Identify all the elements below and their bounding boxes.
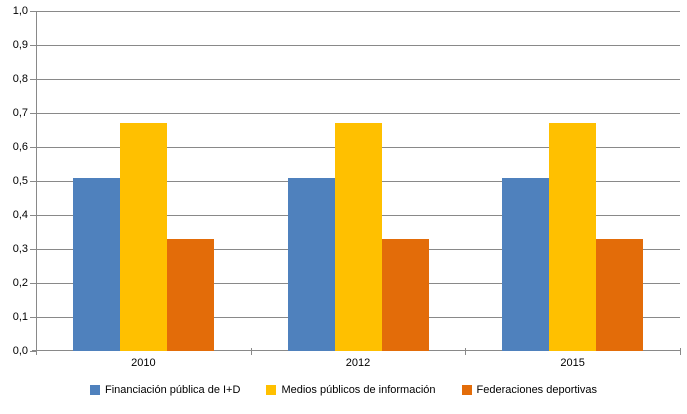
y-axis-tick-label: 0,4	[12, 209, 28, 221]
x-axis-tick	[251, 348, 252, 355]
bar-2015-series1	[549, 123, 597, 351]
x-axis-category-label: 2012	[345, 357, 371, 369]
legend-swatch-icon	[266, 385, 277, 395]
y-axis-tick	[30, 113, 36, 114]
y-axis-tick	[30, 45, 36, 46]
y-axis-tick-label: 0,2	[12, 277, 28, 289]
y-axis-tick	[30, 147, 36, 148]
x-axis-tick	[465, 348, 466, 355]
gridline	[36, 79, 680, 80]
x-axis-tick	[680, 348, 681, 355]
y-axis-line	[36, 11, 37, 355]
legend-item: Federaciones deportivas	[461, 384, 597, 396]
y-axis-tick	[30, 317, 36, 318]
gridline	[36, 113, 680, 114]
legend-label: Federaciones deportivas	[476, 384, 597, 396]
legend-item: Medios públicos de información	[266, 384, 436, 396]
y-axis-tick-label: 0,0	[12, 345, 28, 357]
legend-label: Medios públicos de información	[281, 384, 436, 396]
gridline	[36, 45, 680, 46]
y-axis-tick	[30, 11, 36, 12]
y-axis-tick	[30, 79, 36, 80]
y-axis-tick-label: 0,7	[12, 107, 28, 119]
y-axis-tick-label: 0,1	[12, 311, 28, 323]
y-axis-tick-label: 1,0	[12, 5, 28, 17]
legend-label: Financiación pública de I+D	[104, 384, 241, 396]
gridline	[36, 11, 680, 12]
legend-swatch-icon	[89, 385, 100, 395]
bar-2015-series0	[502, 177, 550, 351]
y-axis-labels: 0,0 0,1 0,2 0,3 0,4 0,5 0,6 0,7 0,8 0,9 1,0	[0, 0, 28, 414]
y-axis-tick-label: 0,6	[12, 141, 28, 153]
plot-area	[30, 11, 681, 355]
legend: Financiación pública de I+D Medios públic…	[0, 384, 687, 396]
x-axis-tick	[36, 348, 37, 355]
x-axis-category-label: 2010	[131, 357, 156, 369]
bar-2010-series2	[166, 238, 214, 351]
x-axis-category-label: 2015	[560, 357, 585, 369]
y-axis-tick-label: 0,8	[12, 73, 28, 85]
bar-2012-series1	[334, 123, 382, 351]
x-axis-labels: 2010 2012 2015	[36, 357, 680, 373]
legend-item: Financiación pública de I+D	[89, 384, 241, 396]
bar-2010-series0	[72, 177, 120, 351]
y-axis-tick	[30, 283, 36, 284]
bar-2012-series0	[287, 177, 335, 351]
y-axis-tick	[30, 181, 36, 182]
y-axis-tick	[30, 249, 36, 250]
y-axis-tick	[30, 215, 36, 216]
bar-2010-series1	[119, 123, 167, 351]
bar-2012-series2	[381, 238, 429, 351]
y-axis-tick-label: 0,5	[12, 175, 28, 187]
bar-2015-series2	[596, 238, 644, 351]
y-axis-tick-label: 0,3	[12, 243, 28, 255]
legend-swatch-icon	[461, 385, 472, 395]
y-axis-tick	[30, 351, 36, 352]
y-axis-tick-label: 0,9	[12, 39, 28, 51]
